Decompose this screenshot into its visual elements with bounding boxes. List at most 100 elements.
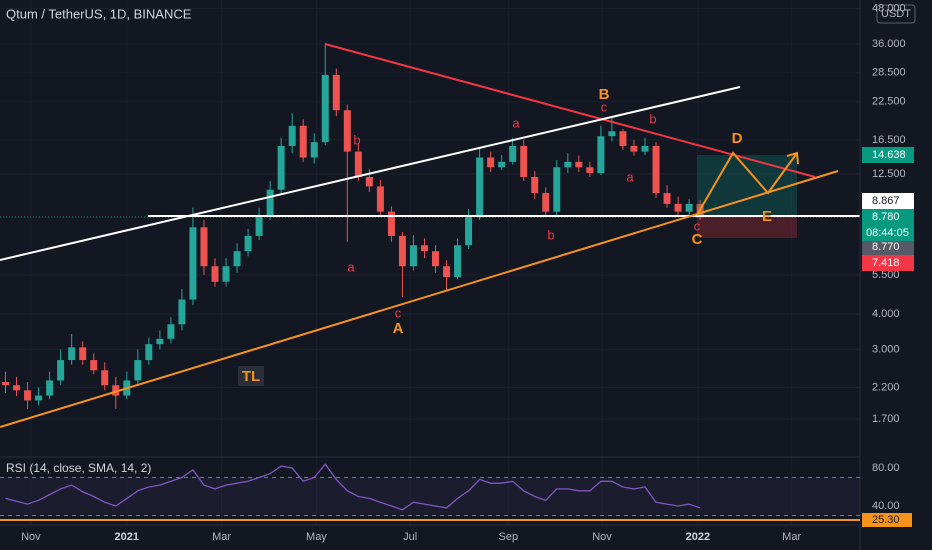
rsi-line [5,463,701,511]
y-tick-label: 1.700 [872,413,900,425]
price-badge [862,193,914,209]
candle-body [520,145,528,177]
projection-path [696,151,798,216]
wave-label: c [395,305,402,320]
candle-body [178,299,186,325]
x-tick-label: Nov [21,531,41,543]
candle-body [101,370,109,386]
candle-body [24,390,32,401]
rsi-tick-label: 40.00 [872,500,900,512]
wave-label: A [393,320,404,337]
candle-body [79,347,87,361]
price-badge [862,209,914,225]
candle-body [685,203,693,212]
candle-body [443,266,451,278]
wave-label: D [732,130,743,147]
tl-box [238,366,264,386]
candle-body [531,176,539,194]
x-tick-label: May [306,531,327,543]
candle-body [608,131,616,137]
price-badge-label: 8.780 [872,211,900,223]
candle-body [211,266,219,282]
candle-body [343,110,351,152]
wave-label: a [512,115,520,130]
wave-label: a [347,259,355,274]
wave-label: c [601,99,608,114]
candle-body [465,217,473,246]
wave-label: E [762,208,772,225]
candle-body [476,157,484,218]
x-tick-label: Nov [592,531,612,543]
candle-body [310,142,318,158]
candle-body [454,245,462,278]
y-tick-label: 5.500 [872,269,900,281]
wave-label: B [599,86,610,103]
grid [0,0,860,525]
candle-body [299,125,307,158]
candle-body [68,347,76,361]
candle-body [200,227,208,267]
x-tick-label: 2022 [686,531,710,543]
rsi-tick-label: 80.00 [872,462,900,474]
wave-label: b [649,111,656,126]
candle-body [487,157,495,168]
candle-body [277,145,285,190]
trend-line [0,86,741,261]
arrow-head [786,151,799,165]
countdown: 08:44:05 [866,227,909,239]
price-badge-label: 8.770 [872,241,900,253]
candle-body [509,145,517,162]
candle-body [652,145,660,194]
candle-body [90,360,98,371]
candle-body [641,145,649,152]
x-tick-label: Mar [212,531,231,543]
candle-body [564,161,572,168]
currency-box[interactable] [876,4,916,24]
wave-label: b [353,132,360,147]
axis: 48.000 36.000 28.500 22.500 16.500 12.500 5.50… [21,3,914,543]
rsi-band [0,477,860,516]
candle-body [376,186,384,212]
wave-label: c [694,218,701,233]
candle-body [420,245,428,252]
x-tick-label: Sep [498,531,518,543]
candle-body [630,145,638,152]
candle-body [409,245,417,267]
candle-body [266,189,274,216]
candle-body [156,338,164,345]
candle-body [13,385,21,391]
candle-body [145,344,153,361]
candle-body [134,360,142,381]
y-tick-label: 16.500 [872,134,906,146]
stop-zone [697,216,797,238]
price-badge [862,255,914,271]
candle-body [354,151,362,177]
y-tick-label: 12.500 [872,168,906,180]
candle-body [255,215,263,236]
candle-body [498,161,506,168]
candle-body [222,266,230,282]
candle-body [233,251,241,267]
candle-body [288,125,296,146]
x-tick-label: Mar [782,531,801,543]
wave-label: TL [242,368,260,385]
candle-body [112,385,120,396]
currency[interactable]: USDT [881,8,911,20]
candle-body [57,360,65,381]
chart-title: Qtum / TetherUS, 1D, BINANCE [6,6,192,21]
candle-body [542,193,550,212]
level-label: 25.30 [872,514,900,526]
candle-body [167,324,175,339]
candle-body [321,74,329,143]
candle-body [619,131,627,146]
y-tick-label: 3.000 [872,343,900,355]
candle-body [189,227,197,300]
price-badge [862,147,914,163]
candle-body [2,382,10,386]
y-tick-label: 36.000 [872,38,906,50]
y-tick-label: 4.000 [872,308,900,320]
level-badge [862,513,912,528]
candle-body [244,235,252,252]
